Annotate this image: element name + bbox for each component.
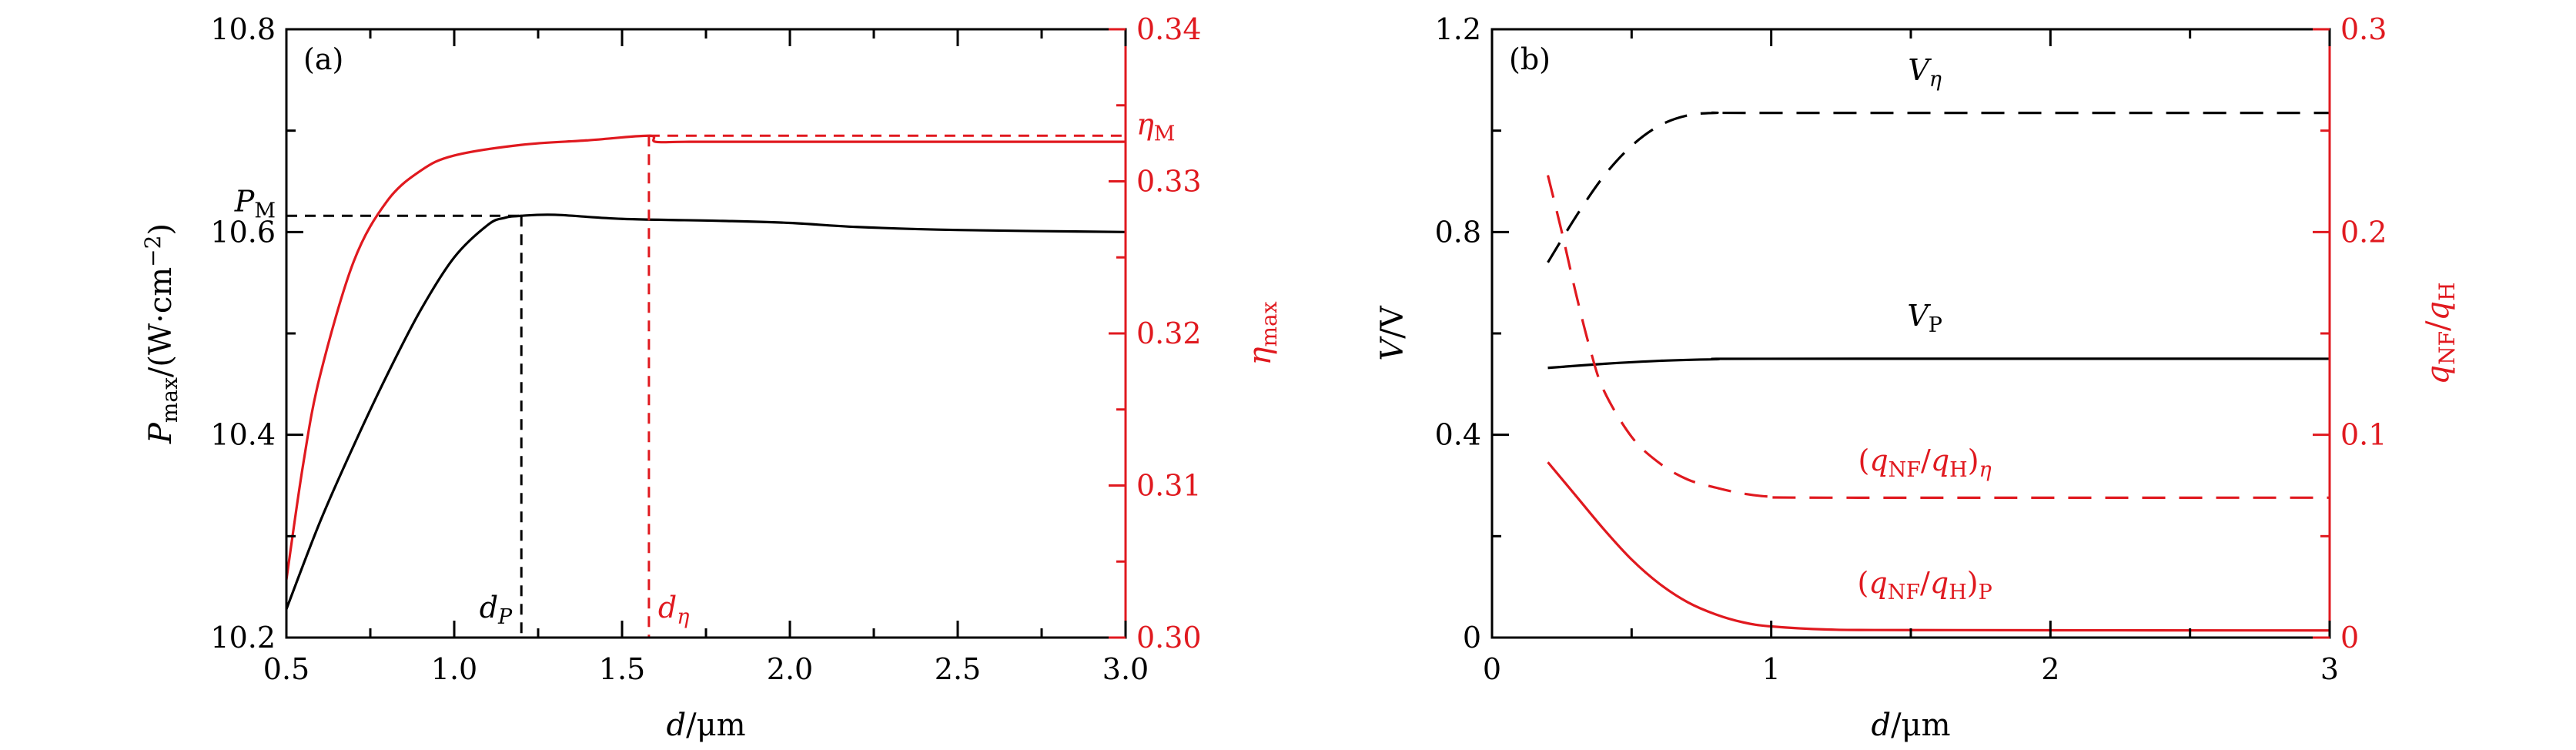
panel-b: 0 1 2 300.40.81.200.10.20.3 (b) VηVP(qNF/qH… bbox=[1375, 12, 2460, 743]
panel-b-label: (b) bbox=[1509, 42, 1551, 76]
panel-b-series-labels: Vη VP (qNF/qH)η (qNF/qH)P bbox=[1858, 53, 1992, 604]
panel-b-series-group bbox=[1546, 111, 2330, 632]
y-left-tick-label: 0.4 bbox=[1435, 418, 1481, 452]
x-tick-label: 0.5 bbox=[263, 652, 309, 686]
b-series-line-3 bbox=[1547, 461, 2330, 632]
d-annotation: dη bbox=[658, 591, 690, 629]
d-annotation: dP bbox=[480, 591, 513, 629]
y-right-tick-label: 0.34 bbox=[1136, 12, 1202, 46]
a-series-line-0 bbox=[285, 213, 1126, 610]
y-right-tick-label: 0.31 bbox=[1136, 469, 1202, 503]
panel-a-label: (a) bbox=[303, 42, 343, 76]
y-right-tick-label: 0.1 bbox=[2340, 418, 2387, 452]
x-tick-label: 0 bbox=[1483, 652, 1501, 686]
y-left-tick-label: 10.2 bbox=[210, 621, 276, 655]
panel-b-x-axis-title: d/μm bbox=[1871, 708, 1950, 743]
panel-a-right-axis-title: ηmax bbox=[1243, 301, 1282, 365]
y-right-tick-label: 0.3 bbox=[2340, 12, 2387, 46]
y-right-tick-label: 0.33 bbox=[1136, 165, 1202, 199]
panel-a-series-group bbox=[285, 134, 1126, 610]
panel-a-annotations: PM dP ηM dη bbox=[234, 107, 1176, 629]
pm-annotation: PM bbox=[234, 184, 276, 223]
panel-a: 0.5 1.0 1.5 2.0 2.5 3.0 10.2 10.4 10.6 10.8 0.30 0.… bbox=[140, 12, 1282, 743]
series-label-q_eta: (qNF/qH)η bbox=[1858, 444, 1992, 482]
panel-b-left-axis-title: V/V bbox=[1375, 305, 1410, 360]
x-tick-label: 2 bbox=[2041, 652, 2059, 686]
x-tick-label: 3.0 bbox=[1102, 652, 1149, 686]
panel-a-left-axis-title: Pmax/(W·cm−2) bbox=[140, 223, 182, 444]
b-series-line-1 bbox=[1547, 357, 2330, 370]
x-tick-label: 1.5 bbox=[599, 652, 645, 686]
x-tick-label: 1 bbox=[1762, 652, 1781, 686]
series-label-V_P: VP bbox=[1907, 299, 1942, 337]
panel-a-plot-frame bbox=[285, 28, 1127, 639]
panel-b-right-axis-title: qNF/qH bbox=[2420, 282, 2460, 384]
y-right-tick-label: 0 bbox=[2340, 621, 2359, 655]
x-tick-label: 2.0 bbox=[767, 652, 813, 686]
a-series-line-1 bbox=[285, 134, 1126, 581]
y-right-tick-label: 0.32 bbox=[1136, 316, 1202, 350]
y-left-tick-label: 1.2 bbox=[1435, 12, 1481, 46]
panel-a-guides-group bbox=[286, 134, 1126, 638]
panel-b-ticks-group: 0 1 2 300.40.81.200.10.20.3 bbox=[1435, 12, 2387, 686]
y-left-tick-label: 10.4 bbox=[210, 418, 276, 452]
y-left-tick-label: 10.6 bbox=[210, 215, 276, 249]
b-series-line-2 bbox=[1546, 175, 2330, 499]
x-tick-label: 2.5 bbox=[935, 652, 981, 686]
panel-a-ticks-group: 0.5 1.0 1.5 2.0 2.5 3.0 10.2 10.4 10.6 10.8 0.30 0.… bbox=[210, 12, 1201, 686]
y-right-tick-label: 0.30 bbox=[1136, 621, 1202, 655]
y-left-tick-label: 0.8 bbox=[1435, 215, 1481, 249]
series-label-V_eta: Vη bbox=[1908, 53, 1942, 92]
x-tick-label: 1.0 bbox=[431, 652, 477, 686]
b-series-line-0 bbox=[1547, 111, 2330, 263]
etam-annotation: ηM bbox=[1136, 107, 1175, 146]
y-left-tick-label: 0 bbox=[1463, 621, 1481, 655]
y-left-tick-label: 10.8 bbox=[210, 12, 276, 46]
series-label-q_P: (qNF/qH)P bbox=[1858, 566, 1992, 604]
panel-a-x-axis-title: d/μm bbox=[666, 708, 745, 743]
y-right-tick-label: 0.2 bbox=[2340, 215, 2387, 249]
x-tick-label: 3 bbox=[2320, 652, 2339, 686]
